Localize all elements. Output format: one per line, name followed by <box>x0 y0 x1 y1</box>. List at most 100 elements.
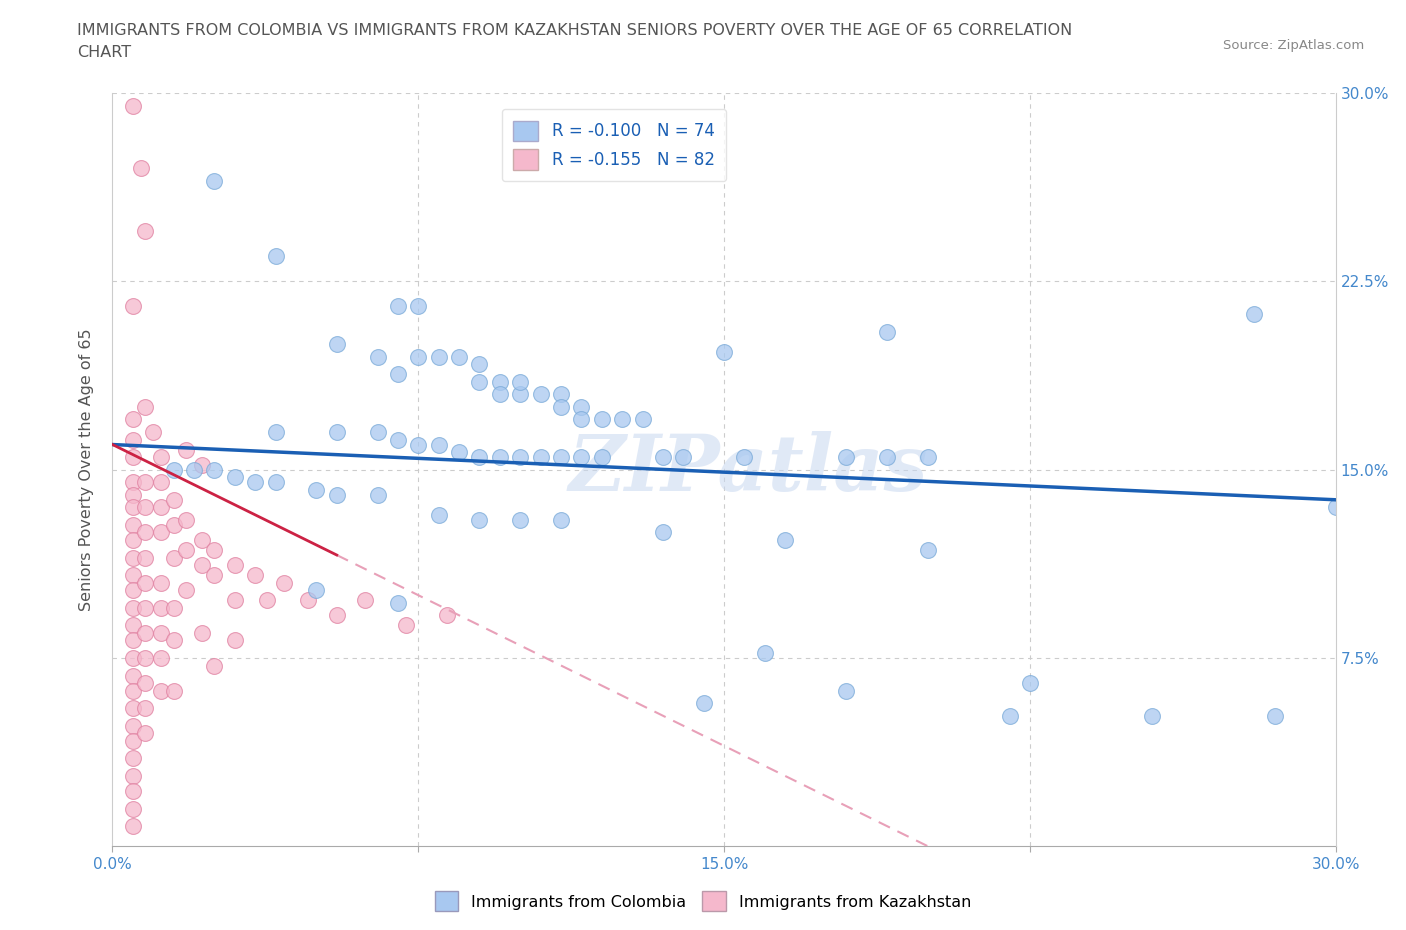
Point <box>631 412 654 427</box>
Point <box>150 449 173 464</box>
Point <box>427 508 450 523</box>
Point <box>122 633 145 648</box>
Point <box>134 625 156 640</box>
Point <box>122 517 145 532</box>
Point <box>134 525 156 539</box>
Point <box>183 462 205 477</box>
Point <box>142 424 165 439</box>
Point <box>326 337 349 352</box>
Point <box>672 449 695 464</box>
Point <box>191 458 214 472</box>
Point <box>163 684 186 698</box>
Point <box>150 474 173 489</box>
Point <box>122 583 145 598</box>
Point <box>163 550 186 565</box>
Point <box>122 567 145 582</box>
Point <box>366 349 388 364</box>
Point <box>204 173 226 188</box>
Point <box>134 575 156 591</box>
Point <box>245 474 267 489</box>
Point <box>387 595 409 610</box>
Point <box>366 487 388 502</box>
Point <box>468 512 491 527</box>
Point <box>408 437 430 452</box>
Point <box>297 592 319 607</box>
Point <box>122 432 145 447</box>
Point <box>427 437 450 452</box>
Point <box>408 299 430 313</box>
Point <box>550 387 572 402</box>
Point <box>224 558 246 573</box>
Point <box>122 550 145 565</box>
Point <box>122 768 145 783</box>
Point <box>134 601 156 616</box>
Point <box>509 387 531 402</box>
Point <box>427 349 450 364</box>
Point <box>122 802 145 817</box>
Point <box>150 575 173 591</box>
Point <box>652 449 675 464</box>
Point <box>163 492 186 507</box>
Point <box>447 349 470 364</box>
Point <box>775 533 797 548</box>
Point <box>591 412 613 427</box>
Point <box>204 462 226 477</box>
Legend: R = -0.100   N = 74, R = -0.155   N = 82: R = -0.100 N = 74, R = -0.155 N = 82 <box>502 109 727 181</box>
Point <box>436 608 458 623</box>
Point <box>150 601 173 616</box>
Point <box>224 470 246 485</box>
Point <box>204 658 226 673</box>
Point <box>134 726 156 741</box>
Point <box>509 512 531 527</box>
Point <box>122 412 145 427</box>
Point <box>395 618 418 632</box>
Point <box>122 718 145 733</box>
Point <box>998 709 1021 724</box>
Point <box>1243 307 1265 322</box>
Point <box>693 696 716 711</box>
Point <box>122 784 145 799</box>
Point <box>174 542 197 557</box>
Point <box>122 487 145 502</box>
Point <box>204 542 226 557</box>
Point <box>326 608 349 623</box>
Point <box>122 99 145 113</box>
Point <box>305 583 328 598</box>
Point <box>1018 675 1040 690</box>
Point <box>468 449 491 464</box>
Point <box>134 651 156 666</box>
Point <box>122 684 145 698</box>
Point <box>876 325 898 339</box>
Point <box>876 449 898 464</box>
Point <box>917 542 939 557</box>
Point <box>408 349 430 364</box>
Text: CHART: CHART <box>77 45 131 60</box>
Point <box>366 424 388 439</box>
Point <box>610 412 633 427</box>
Point <box>122 751 145 766</box>
Point <box>122 668 145 683</box>
Point <box>835 684 858 698</box>
Point <box>224 633 246 648</box>
Point <box>129 161 152 176</box>
Point <box>326 424 349 439</box>
Legend: Immigrants from Colombia, Immigrants from Kazakhstan: Immigrants from Colombia, Immigrants fro… <box>429 885 977 917</box>
Point <box>122 734 145 749</box>
Point <box>134 701 156 716</box>
Point <box>122 818 145 833</box>
Point <box>122 601 145 616</box>
Point <box>122 449 145 464</box>
Point <box>489 387 512 402</box>
Point <box>305 483 328 498</box>
Point <box>713 344 735 359</box>
Point <box>174 512 197 527</box>
Point <box>224 592 246 607</box>
Point <box>122 299 145 313</box>
Point <box>550 449 572 464</box>
Point <box>122 618 145 632</box>
Point <box>1264 709 1286 724</box>
Point <box>447 445 470 459</box>
Text: Source: ZipAtlas.com: Source: ZipAtlas.com <box>1223 39 1364 52</box>
Text: IMMIGRANTS FROM COLOMBIA VS IMMIGRANTS FROM KAZAKHSTAN SENIORS POVERTY OVER THE : IMMIGRANTS FROM COLOMBIA VS IMMIGRANTS F… <box>77 23 1073 38</box>
Point <box>191 625 214 640</box>
